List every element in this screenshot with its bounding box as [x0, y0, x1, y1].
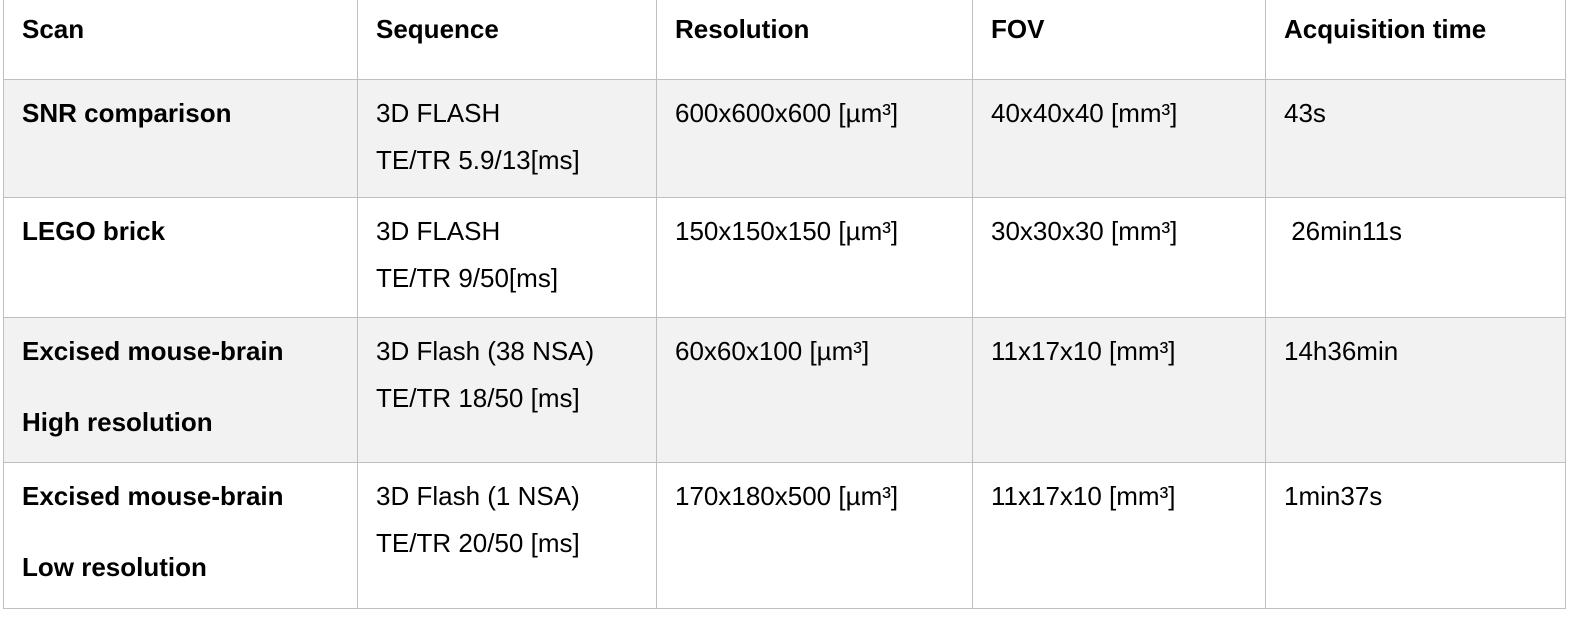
table-row: Excised mouse-brain Low resolution 3D Fla…	[3, 461, 1566, 609]
scan-name: SNR comparison	[22, 97, 232, 128]
table-row: Excised mouse-brain High resolution 3D Fl…	[3, 316, 1566, 463]
sequence-cell: 3D Flash (1 NSA) TE/TR 20/50 [ms]	[357, 461, 657, 609]
sequence-line: 3D Flash (38 NSA)	[376, 335, 595, 366]
fov-value: 11x17x10 [mm³]	[991, 480, 1176, 511]
sequence-line: 3D Flash (1 NSA)	[376, 480, 580, 511]
time-cell: 1min37s	[1265, 461, 1566, 609]
scan-subtitle: Low resolution	[22, 551, 207, 582]
resolution-value: 60x60x100 [µm³]	[675, 335, 870, 366]
table-row: SNR comparison 3D FLASH TE/TR 5.9/13[ms] …	[3, 78, 1566, 198]
resolution-cell: 170x180x500 [µm³]	[656, 461, 973, 609]
sequence-line: TE/TR 20/50 [ms]	[376, 527, 580, 558]
sequence-line: TE/TR 5.9/13[ms]	[376, 144, 580, 175]
time-cell: 43s	[1265, 78, 1566, 198]
fov-cell: 11x17x10 [mm³]	[972, 316, 1266, 463]
fov-value: 30x30x30 [mm³]	[991, 215, 1178, 246]
scan-cell: LEGO brick	[3, 196, 358, 318]
header-scan: Scan	[3, 0, 358, 80]
resolution-value: 600x600x600 [µm³]	[675, 97, 899, 128]
time-value: 26min11s	[1284, 215, 1403, 246]
sequence-cell: 3D FLASH TE/TR 5.9/13[ms]	[357, 78, 657, 198]
sequence-cell: 3D FLASH TE/TR 9/50[ms]	[357, 196, 657, 318]
time-value: 14h36min	[1284, 335, 1399, 366]
resolution-cell: 600x600x600 [µm³]	[656, 78, 973, 198]
fov-cell: 40x40x40 [mm³]	[972, 78, 1266, 198]
time-cell: 14h36min	[1265, 316, 1566, 463]
scan-name: Excised mouse-brain	[22, 335, 284, 366]
scan-cell: SNR comparison	[3, 78, 358, 198]
time-value: 43s	[1284, 97, 1326, 128]
scan-name: LEGO brick	[22, 215, 166, 246]
sequence-cell: 3D Flash (38 NSA) TE/TR 18/50 [ms]	[357, 316, 657, 463]
table-row: LEGO brick 3D FLASH TE/TR 9/50[ms] 150x15…	[3, 196, 1566, 318]
scan-cell: Excised mouse-brain High resolution	[3, 316, 358, 463]
header-sequence: Sequence	[357, 0, 657, 80]
header-resolution: Resolution	[656, 0, 973, 80]
scan-name: Excised mouse-brain	[22, 480, 284, 511]
fov-cell: 11x17x10 [mm³]	[972, 461, 1266, 609]
resolution-cell: 150x150x150 [µm³]	[656, 196, 973, 318]
scan-parameters-table: Scan Sequence Resolution FOV Acquisition…	[3, 0, 1566, 609]
resolution-cell: 60x60x100 [µm³]	[656, 316, 973, 463]
fov-cell: 30x30x30 [mm³]	[972, 196, 1266, 318]
fov-value: 11x17x10 [mm³]	[991, 335, 1176, 366]
header-row: Scan Sequence Resolution FOV Acquisition…	[3, 0, 1566, 80]
sequence-line: TE/TR 9/50[ms]	[376, 262, 559, 293]
sequence-line: TE/TR 18/50 [ms]	[376, 382, 580, 413]
sequence-line: 3D FLASH	[376, 215, 501, 246]
scan-subtitle: High resolution	[22, 406, 213, 437]
scan-cell: Excised mouse-brain Low resolution	[3, 461, 358, 609]
time-cell: 26min11s	[1265, 196, 1566, 318]
header-fov: FOV	[972, 0, 1266, 80]
sequence-line: 3D FLASH	[376, 97, 501, 128]
resolution-value: 170x180x500 [µm³]	[675, 480, 899, 511]
fov-value: 40x40x40 [mm³]	[991, 97, 1178, 128]
time-value: 1min37s	[1284, 480, 1383, 511]
resolution-value: 150x150x150 [µm³]	[675, 215, 899, 246]
header-acquisition-time: Acquisition time	[1265, 0, 1566, 80]
